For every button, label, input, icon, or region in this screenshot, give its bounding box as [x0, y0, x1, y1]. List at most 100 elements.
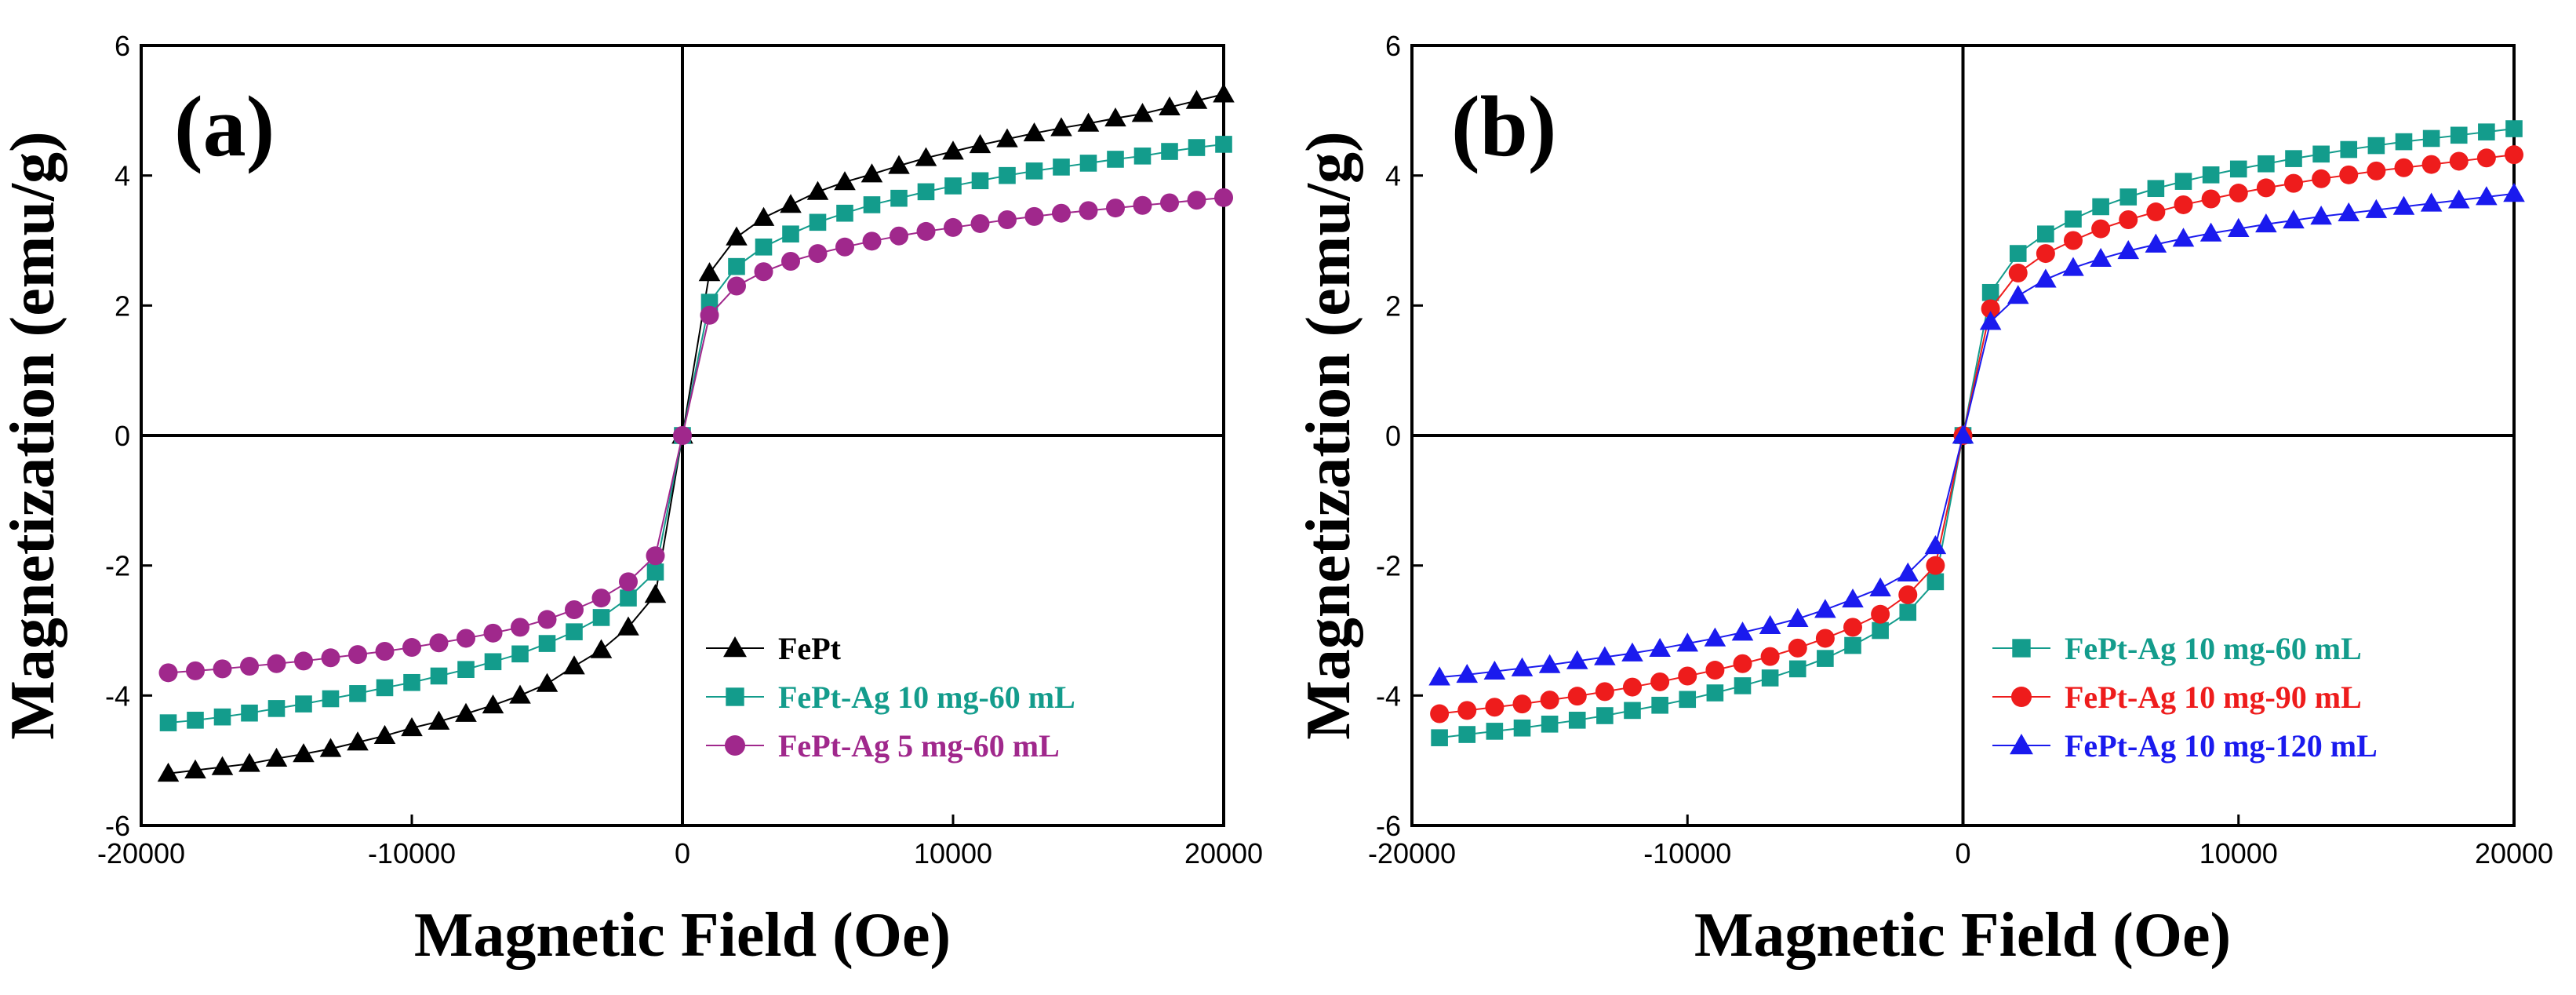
data-point: [1844, 636, 1861, 654]
data-point: [1843, 618, 1862, 637]
data-point: [1733, 654, 1752, 673]
data-point: [971, 172, 989, 190]
data-point: [157, 762, 180, 782]
data-point: [537, 610, 557, 629]
data-point: [2008, 263, 2028, 282]
legend-marker-icon: [2010, 734, 2033, 755]
data-point: [1678, 666, 1697, 686]
data-point: [348, 645, 367, 665]
data-point: [1079, 201, 1098, 221]
data-point: [1025, 162, 1043, 180]
legend-entry: FePt-Ag 10 mg-60 mL: [706, 680, 1075, 715]
y-tick-label: 4: [1385, 160, 1401, 192]
data-point: [2365, 199, 2388, 218]
data-point: [211, 756, 234, 775]
data-point: [2229, 160, 2247, 178]
data-point: [1079, 155, 1097, 172]
x-tick-label: 10000: [914, 837, 992, 869]
series-line: [1439, 154, 2515, 715]
x-tick-label: -10000: [1643, 837, 1731, 869]
data-point: [728, 257, 745, 275]
data-point: [2227, 217, 2250, 237]
x-axis-label: Magnetic Field (Oe): [1694, 901, 2231, 970]
chart-panel-b: -20000 -10000 0 10000 20000 -6 -4 -2 0 2 4 6 FePt-…: [1294, 30, 2553, 970]
data-point: [1431, 729, 1448, 746]
legend-entry: FePt-Ag 10 mg-90 mL: [1992, 680, 2362, 715]
legend-label: FePt-Ag 10 mg-60 mL: [778, 680, 1075, 715]
x-tick-label: 0: [1955, 837, 1970, 869]
data-point: [1623, 677, 1642, 697]
series-fept-ag-5-mg-60-ml: [158, 188, 1233, 683]
data-point: [1104, 107, 1126, 127]
data-point: [970, 213, 990, 233]
data-point: [888, 155, 910, 174]
data-point: [2174, 173, 2192, 190]
y-tick-label: -6: [105, 810, 130, 842]
data-point: [1214, 188, 1233, 207]
data-point: [1188, 139, 1206, 156]
data-point: [484, 653, 502, 671]
data-point: [1651, 696, 1668, 714]
data-point: [2422, 129, 2440, 148]
data-point: [999, 166, 1016, 184]
series-fept: [157, 83, 1235, 782]
data-point: [1566, 650, 1588, 669]
data-point: [1511, 657, 1534, 676]
data-point: [184, 759, 206, 778]
data-point: [809, 213, 827, 231]
data-point: [1131, 103, 1154, 122]
data-point: [917, 183, 935, 201]
data-point: [2340, 140, 2358, 159]
data-point: [376, 679, 394, 697]
data-point: [186, 661, 205, 680]
y-tick-labels: -6 -4 -2 0 2 4 6: [105, 30, 152, 842]
data-point: [373, 724, 396, 745]
data-point: [1706, 684, 1724, 702]
data-point: [2090, 247, 2112, 268]
data-point: [1567, 687, 1587, 706]
data-point: [1897, 562, 1919, 581]
data-point: [2312, 169, 2331, 188]
data-point: [1815, 629, 1835, 648]
data-point: [429, 633, 449, 653]
data-point: [455, 702, 477, 722]
data-point: [2117, 239, 2140, 260]
y-tick-label: -4: [1376, 680, 1401, 712]
data-point: [294, 651, 313, 671]
data-point: [1649, 637, 1671, 658]
data-point: [2312, 145, 2330, 163]
data-point: [322, 690, 340, 708]
data-point: [1023, 122, 1046, 142]
data-point: [944, 217, 962, 237]
data-point: [2505, 145, 2523, 165]
data-point: [2147, 180, 2165, 198]
legend-entry: FePt: [706, 631, 842, 666]
data-point: [2339, 165, 2359, 184]
data-point: [457, 661, 475, 678]
data-point: [321, 648, 340, 668]
data-point: [267, 700, 286, 717]
data-point: [726, 226, 748, 246]
data-point: [1621, 642, 1643, 662]
data-point: [1872, 621, 1889, 640]
data-point: [1926, 556, 1945, 575]
data-point: [1483, 660, 1506, 680]
data-point: [1485, 698, 1504, 717]
data-point: [1213, 83, 1235, 103]
data-point: [2229, 184, 2248, 203]
data-point: [565, 600, 584, 619]
data-point: [780, 194, 802, 213]
legend-entry: FePt-Ag 10 mg-60 mL: [1992, 631, 2362, 666]
data-series-layer: [157, 83, 1235, 782]
x-tick-label: 20000: [1184, 837, 1263, 869]
data-point: [1486, 723, 1504, 740]
data-point: [2420, 192, 2443, 212]
data-point: [265, 747, 288, 767]
data-point: [483, 623, 503, 643]
data-point: [620, 589, 637, 607]
data-point: [2199, 222, 2222, 242]
data-point: [1871, 604, 1890, 624]
data-point: [2476, 148, 2496, 168]
data-point: [1215, 136, 1232, 153]
